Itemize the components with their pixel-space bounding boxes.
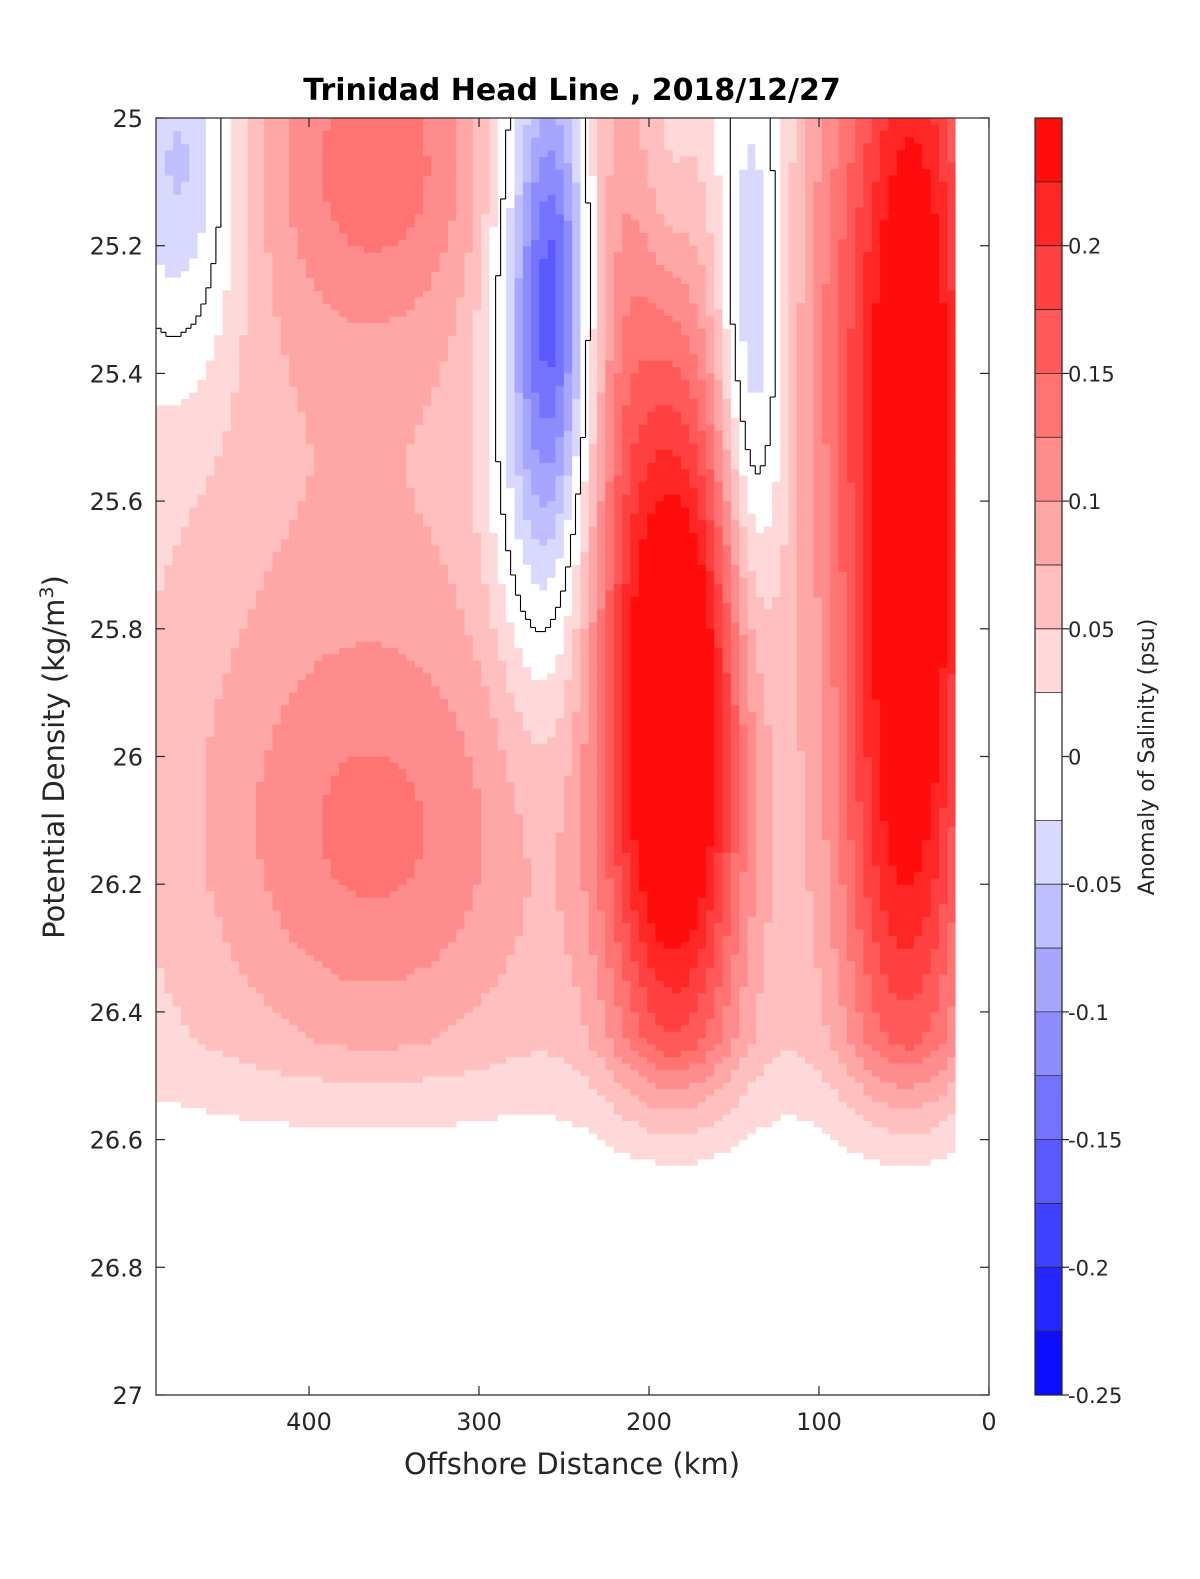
colorbar-swatch <box>1035 1139 1062 1204</box>
colorbar-swatch <box>1035 564 1062 630</box>
colorbar-tick-label: 0 <box>1068 746 1081 770</box>
contour-band--0.175-to--0.15 <box>538 239 557 368</box>
colorbar-tick-label: -0.1 <box>1068 1001 1109 1025</box>
colorbar-swatch <box>1035 820 1062 885</box>
colorbar-swatch <box>1035 437 1062 502</box>
contour-band--0.125-to--0.1 <box>522 149 573 464</box>
colorbar-swatch <box>1035 245 1062 311</box>
y-axis-label-superscript: 3 <box>36 586 58 598</box>
zero-contour-line <box>156 118 776 633</box>
contour-band--0.075-to--0.05 <box>164 118 582 547</box>
x-tick-label: 200 <box>626 1408 672 1436</box>
y-tick-label: 26.6 <box>90 1127 143 1155</box>
x-tick-label: 0 <box>981 1408 996 1436</box>
colorbar-swatch <box>1035 309 1062 374</box>
colorbar-swatch <box>1035 1203 1062 1268</box>
axes: 400 300 200 100 0 25 25.2 25.4 25.6 25.8 26 26.2 26.… <box>90 105 997 1436</box>
colorbar-tick-label: -0.15 <box>1068 1129 1122 1153</box>
colorbar-label: Anomaly of Salinity (psu) <box>1135 619 1160 896</box>
y-axis-label-main: Potential Density (kg/m <box>37 599 71 939</box>
colorbar-tick-label: 0.15 <box>1068 362 1115 386</box>
y-tick-label: 27 <box>112 1382 143 1410</box>
colorbar-tick-label: -0.25 <box>1068 1384 1122 1408</box>
y-tick-label: 25.2 <box>90 233 143 261</box>
colorbar-swatch <box>1035 118 1062 183</box>
contour-band--0.1-to--0.075 <box>513 118 573 509</box>
colorbar-swatch <box>1035 181 1062 247</box>
colorbar-swatch <box>1035 1011 1062 1077</box>
colorbar-swatch <box>1035 948 1062 1013</box>
y-tick-label: 25.6 <box>90 488 143 516</box>
contour-band-0.05-to-0.075 <box>156 118 956 1134</box>
colorbar-swatch <box>1035 628 1062 694</box>
contour-plot-area <box>156 118 989 1395</box>
y-tick-label: 26.8 <box>90 1254 143 1282</box>
contour-band-0.075-to-0.1 <box>205 118 956 1109</box>
y-axis-label: Potential Density (kg/m3) <box>36 575 71 939</box>
y-tick-label: 26 <box>112 744 143 772</box>
colorbar-swatch <box>1035 692 1062 821</box>
colorbar-tick-label: -0.2 <box>1068 1256 1109 1280</box>
colorbar-swatch <box>1035 1075 1062 1141</box>
y-tick-label: 25.8 <box>90 616 143 644</box>
contour-band-0.225-to-0.25 <box>630 137 948 949</box>
colorbar-tick-label: 0.05 <box>1068 618 1115 642</box>
colorbar-swatch <box>1035 373 1062 438</box>
colorbar: -0.25 -0.2 -0.15 -0.1 -0.05 0 0.05 0.1 0.15 0.2 <box>1034 117 1122 1408</box>
contour-band--0.025-to-0.025 <box>156 118 956 1332</box>
y-tick-label: 25 <box>112 105 143 133</box>
chart-title: Trinidad Head Line , 2018/12/27 <box>303 73 840 108</box>
colorbar-swatch <box>1035 501 1062 566</box>
colorbar-tick-label: 0.2 <box>1068 235 1101 259</box>
colorbar-swatch <box>1035 884 1062 949</box>
y-axis-label-close: ) <box>37 575 71 586</box>
contour-band-0.025-to-0.05 <box>156 118 956 1166</box>
y-tick-label: 26.4 <box>90 999 143 1027</box>
colorbar-swatch <box>1035 1331 1062 1396</box>
contour-band--0.15-to--0.125 <box>530 194 565 419</box>
y-tick-label: 25.4 <box>90 360 143 388</box>
colorbar-swatch <box>1035 1267 1062 1332</box>
colorbar-tick-label: 0.1 <box>1068 490 1101 514</box>
x-tick-label: 300 <box>456 1408 502 1436</box>
colorbar-tick-label: -0.05 <box>1068 873 1122 897</box>
contour-band-0.175-to-0.2 <box>613 118 956 1032</box>
x-axis-label: Offshore Distance (km) <box>404 1447 740 1481</box>
y-tick-label: 26.2 <box>90 871 143 899</box>
x-tick-label: 400 <box>286 1408 332 1436</box>
contour-band-0.125-to-0.15 <box>322 118 956 1070</box>
x-tick-label: 100 <box>796 1408 842 1436</box>
